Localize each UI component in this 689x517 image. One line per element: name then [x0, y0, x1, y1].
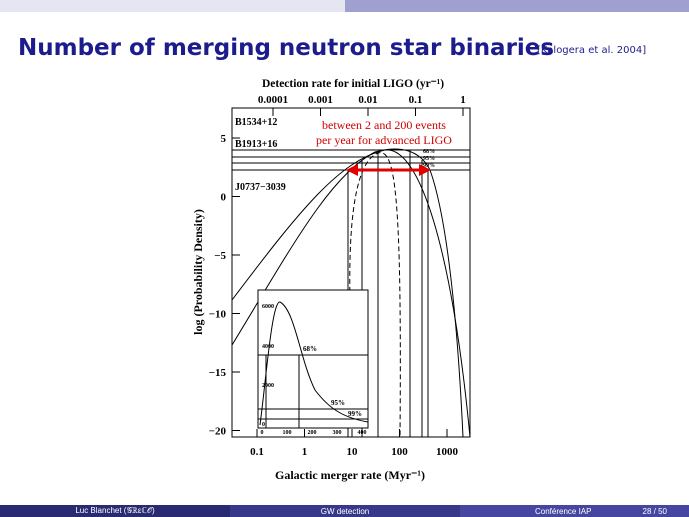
top-bar-right [345, 0, 689, 12]
inset-x-tick-label: 100 [283, 430, 292, 436]
footer-middle: GW detection [230, 505, 460, 517]
footer-right: Conférence IAP 28 / 50 [460, 505, 689, 517]
footer-event: Conférence IAP [535, 506, 592, 516]
inset-y-tick-label: 2000 [262, 383, 274, 389]
inset-level-label: 99% [348, 410, 362, 418]
annotation: per year for advanced LIGO [316, 133, 452, 147]
inset-x-tick-label: 400 [358, 430, 367, 436]
footer-topic: GW detection [320, 506, 370, 516]
x-axis-label: Galactic merger rate (Myr⁻¹) [275, 468, 425, 482]
arrow-head [419, 164, 431, 176]
curve [231, 148, 464, 438]
inset-level-label: 95% [331, 399, 345, 407]
curve-dashed [349, 152, 401, 438]
x-tick-label: 100 [391, 446, 408, 458]
level-label: 99% [423, 163, 435, 169]
x-tick-label: 1000 [436, 446, 459, 458]
top-bar-left [0, 0, 345, 12]
citation: [Kalogera et al. 2004] [537, 45, 646, 56]
x-tick-label: 0.1 [250, 446, 264, 458]
plot-frame [231, 107, 471, 438]
inset-x-tick-label: 0 [261, 430, 264, 436]
footer-left: Luc Blanchet (𝒢ℝεℂ𝒪) [0, 505, 230, 517]
y-tick-label: −5 [214, 250, 226, 262]
x-tick-label: 10 [347, 446, 359, 458]
inset-x-tick-label: 300 [333, 430, 342, 436]
pulsar-label: B1534+12 [235, 117, 277, 128]
inset-x-tick-label: 200 [308, 430, 317, 436]
curves [231, 148, 471, 438]
pulsar-label: B1913+16 [235, 139, 277, 150]
level-label: 95% [423, 156, 435, 162]
y-tick-label: −10 [209, 309, 227, 321]
top-tick-label: 0.0001 [258, 94, 288, 106]
footer: Luc Blanchet (𝒢ℝεℂ𝒪) GW detection Confér… [0, 505, 689, 517]
y-tick-label: 0 [221, 192, 227, 204]
y-tick-label: 5 [221, 133, 227, 145]
pulsar-label: J0737−3039 [235, 182, 286, 193]
inset-curves [258, 301, 369, 428]
y-tick-label: −15 [209, 367, 227, 379]
slide-title: Number of merging neutron star binaries [18, 35, 554, 61]
inset-level-label: 68% [303, 345, 317, 353]
top-tick-label: 1 [460, 94, 466, 106]
y-tick-label: −20 [209, 426, 227, 438]
inset-y-tick-label: 4000 [262, 344, 274, 350]
inset-y-tick-label: 0 [262, 422, 265, 428]
level-label: 68% [423, 149, 435, 155]
x-tick-label: 1 [302, 446, 308, 458]
annotation: between 2 and 200 events [322, 118, 446, 132]
top-axis-label: Detection rate for initial LIGO (yr⁻¹) [262, 78, 444, 90]
top-tick-label: 0.001 [308, 94, 333, 106]
top-tick-label: 0.01 [358, 94, 377, 106]
y-axis-label: log (Probability Density) [191, 209, 205, 335]
footer-page: 28 / 50 [642, 506, 667, 516]
inset-y-tick-label: 6000 [262, 304, 274, 310]
top-tick-label: 0.1 [409, 94, 423, 106]
arrow-head [346, 164, 358, 176]
footer-author: Luc Blanchet (𝒢ℝεℂ𝒪) [75, 506, 155, 515]
inset-frame [257, 289, 369, 429]
